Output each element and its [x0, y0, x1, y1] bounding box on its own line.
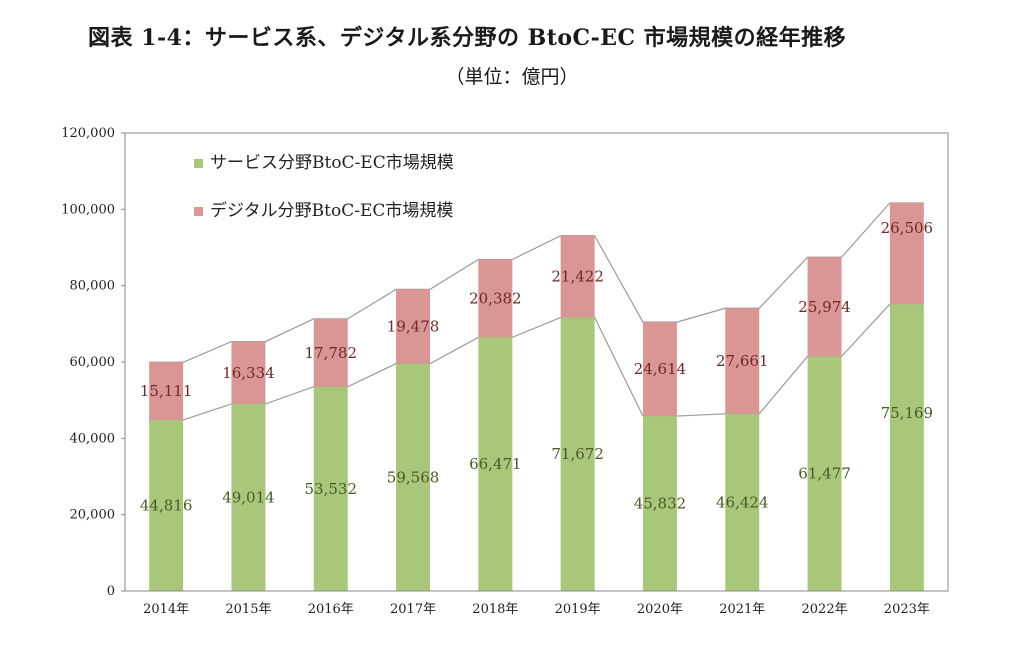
service-bar — [889, 304, 924, 591]
digital-bar — [889, 202, 924, 305]
service-bar — [149, 419, 184, 591]
service-data-label: 59,568 — [387, 468, 440, 486]
service-data-label: 53,532 — [305, 480, 358, 498]
digital-data-label: 16,334 — [222, 364, 275, 382]
service-data-label: 66,471 — [469, 455, 522, 473]
service-bar — [478, 337, 513, 591]
digital-data-label: 17,782 — [305, 344, 358, 362]
digital-data-label: 26,506 — [881, 219, 934, 237]
service-data-label: 71,672 — [551, 445, 604, 463]
service-data-label: 75,169 — [881, 404, 934, 422]
digital-data-label: 19,478 — [387, 317, 440, 335]
digital-data-label: 25,974 — [798, 298, 851, 316]
x-tick-label: 2014年 — [143, 602, 189, 617]
x-tick-label: 2023年 — [884, 602, 930, 617]
x-tick-label: 2022年 — [802, 602, 848, 617]
chart-subtitle: （単位：億円） — [445, 66, 579, 88]
digital-data-label: 27,661 — [716, 352, 769, 370]
y-tick-label: 40,000 — [70, 431, 116, 446]
digital-data-label: 24,614 — [634, 360, 687, 378]
service-bar — [560, 317, 595, 591]
y-tick-label: 0 — [107, 584, 115, 599]
y-tick-label: 100,000 — [61, 202, 115, 217]
x-tick-label: 2018年 — [472, 602, 518, 617]
x-tick-label: 2021年 — [719, 602, 765, 617]
digital-bar — [231, 341, 266, 404]
x-tick-label: 2016年 — [308, 602, 354, 617]
digital-bar — [807, 257, 842, 357]
x-tick-label: 2017年 — [390, 602, 436, 617]
service-bar — [642, 416, 677, 591]
legend-swatch-service — [194, 159, 203, 168]
service-bar — [231, 403, 266, 591]
x-tick-label: 2020年 — [637, 602, 683, 617]
digital-connector-line — [149, 202, 924, 363]
y-tick-label: 80,000 — [70, 279, 116, 294]
y-tick-label: 20,000 — [70, 508, 116, 523]
digital-bar — [313, 318, 348, 387]
service-data-label: 46,424 — [716, 493, 769, 511]
legend-label-digital: デジタル分野BtoC-EC市場規模 — [210, 200, 453, 221]
y-tick-label: 120,000 — [61, 126, 115, 141]
service-data-label: 44,816 — [140, 496, 193, 514]
x-tick-label: 2019年 — [555, 602, 601, 617]
digital-bar — [396, 289, 431, 364]
digital-bar — [149, 362, 184, 420]
chart-title: 図表 1-4：サービス系、デジタル系分野の BtoC-EC 市場規模の経年推移 — [88, 25, 847, 51]
service-data-label: 61,477 — [798, 465, 851, 483]
service-bar — [807, 356, 842, 591]
digital-data-label: 20,382 — [469, 289, 522, 307]
digital-bar — [725, 308, 760, 414]
service-bar — [313, 386, 348, 591]
x-tick-label: 2015年 — [225, 602, 271, 617]
digital-data-label: 15,111 — [140, 382, 193, 400]
y-tick-label: 60,000 — [70, 355, 116, 370]
legend-swatch-digital — [194, 207, 203, 216]
service-connector-line — [149, 303, 924, 421]
digital-bar — [478, 259, 513, 338]
digital-data-label: 21,422 — [551, 268, 604, 286]
service-bar — [396, 363, 431, 591]
digital-bar — [560, 235, 595, 318]
service-data-label: 49,014 — [222, 488, 275, 506]
legend-label-service: サービス分野BtoC-EC市場規模 — [210, 153, 454, 173]
service-data-label: 45,832 — [634, 495, 687, 513]
service-bar — [725, 413, 760, 591]
digital-bar — [642, 322, 677, 417]
